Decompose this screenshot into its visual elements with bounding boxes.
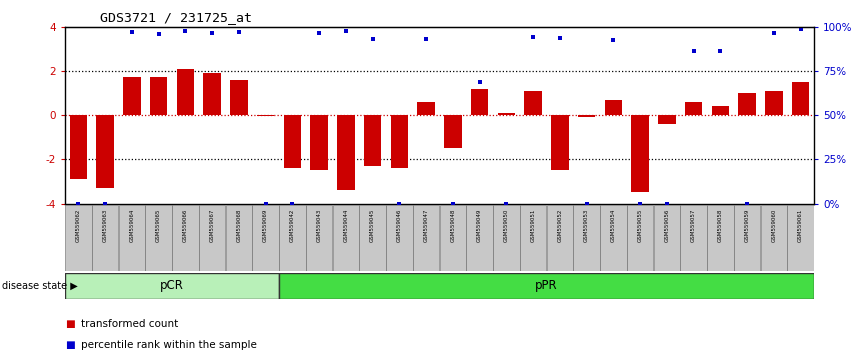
Bar xyxy=(150,78,167,115)
FancyBboxPatch shape xyxy=(654,205,680,271)
Bar xyxy=(766,91,783,115)
Text: GSM559044: GSM559044 xyxy=(343,209,348,242)
FancyBboxPatch shape xyxy=(386,205,412,271)
Bar xyxy=(712,106,729,115)
FancyBboxPatch shape xyxy=(708,205,734,271)
Text: GSM559056: GSM559056 xyxy=(664,209,669,242)
Bar xyxy=(471,88,488,115)
FancyBboxPatch shape xyxy=(787,205,814,271)
FancyBboxPatch shape xyxy=(333,205,359,271)
Text: pCR: pCR xyxy=(160,279,184,292)
Text: GSM559047: GSM559047 xyxy=(423,209,429,242)
Bar xyxy=(444,115,462,148)
FancyBboxPatch shape xyxy=(413,205,439,271)
FancyBboxPatch shape xyxy=(546,205,573,271)
FancyBboxPatch shape xyxy=(279,273,814,299)
Bar xyxy=(739,93,756,115)
Text: GSM559068: GSM559068 xyxy=(236,209,242,242)
FancyBboxPatch shape xyxy=(493,205,520,271)
Bar xyxy=(177,69,194,115)
FancyBboxPatch shape xyxy=(681,205,707,271)
Text: percentile rank within the sample: percentile rank within the sample xyxy=(81,340,256,350)
FancyBboxPatch shape xyxy=(760,205,787,271)
FancyBboxPatch shape xyxy=(65,273,279,299)
Text: ■: ■ xyxy=(65,340,74,350)
Text: GDS3721 / 231725_at: GDS3721 / 231725_at xyxy=(100,11,252,24)
FancyBboxPatch shape xyxy=(573,205,600,271)
FancyBboxPatch shape xyxy=(119,205,145,271)
Bar xyxy=(685,102,702,115)
FancyBboxPatch shape xyxy=(65,205,92,271)
Text: GSM559057: GSM559057 xyxy=(691,209,696,242)
FancyBboxPatch shape xyxy=(359,205,386,271)
Text: GSM559058: GSM559058 xyxy=(718,209,723,242)
Bar xyxy=(337,115,354,190)
FancyBboxPatch shape xyxy=(92,205,119,271)
Bar xyxy=(604,99,622,115)
Bar xyxy=(230,80,248,115)
Text: GSM559054: GSM559054 xyxy=(611,209,616,242)
Bar xyxy=(284,115,301,168)
Bar xyxy=(69,115,87,179)
FancyBboxPatch shape xyxy=(440,205,466,271)
Bar xyxy=(310,115,328,170)
Text: GSM559067: GSM559067 xyxy=(210,209,215,242)
Bar xyxy=(96,115,113,188)
Bar xyxy=(631,115,649,193)
FancyBboxPatch shape xyxy=(306,205,333,271)
Bar xyxy=(792,82,810,115)
Text: GSM559069: GSM559069 xyxy=(263,209,268,242)
Bar xyxy=(551,115,569,170)
Text: GSM559049: GSM559049 xyxy=(477,209,482,242)
FancyBboxPatch shape xyxy=(172,205,198,271)
Text: GSM559064: GSM559064 xyxy=(129,209,134,242)
FancyBboxPatch shape xyxy=(520,205,546,271)
Text: GSM559048: GSM559048 xyxy=(450,209,456,242)
Bar xyxy=(364,115,381,166)
Text: GSM559042: GSM559042 xyxy=(290,209,294,242)
Text: pPR: pPR xyxy=(535,279,558,292)
Text: disease state ▶: disease state ▶ xyxy=(2,281,77,291)
FancyBboxPatch shape xyxy=(145,205,171,271)
Bar xyxy=(417,102,435,115)
Bar xyxy=(204,73,221,115)
FancyBboxPatch shape xyxy=(252,205,279,271)
Text: GSM559061: GSM559061 xyxy=(798,209,803,242)
FancyBboxPatch shape xyxy=(600,205,627,271)
Text: GSM559046: GSM559046 xyxy=(397,209,402,242)
Text: GSM559055: GSM559055 xyxy=(637,209,643,242)
Text: GSM559051: GSM559051 xyxy=(531,209,536,242)
Text: GSM559059: GSM559059 xyxy=(745,209,750,242)
FancyBboxPatch shape xyxy=(734,205,760,271)
Bar xyxy=(391,115,408,168)
FancyBboxPatch shape xyxy=(199,205,225,271)
Bar xyxy=(257,115,275,116)
Text: GSM559052: GSM559052 xyxy=(558,209,562,242)
Text: GSM559053: GSM559053 xyxy=(585,209,589,242)
FancyBboxPatch shape xyxy=(226,205,252,271)
Text: GSM559043: GSM559043 xyxy=(317,209,321,242)
Text: GSM559050: GSM559050 xyxy=(504,209,509,242)
Text: GSM559045: GSM559045 xyxy=(370,209,375,242)
Bar xyxy=(658,115,675,124)
FancyBboxPatch shape xyxy=(279,205,306,271)
FancyBboxPatch shape xyxy=(627,205,653,271)
Text: transformed count: transformed count xyxy=(81,319,178,329)
Bar xyxy=(123,78,140,115)
Text: ■: ■ xyxy=(65,319,74,329)
Text: GSM559065: GSM559065 xyxy=(156,209,161,242)
FancyBboxPatch shape xyxy=(467,205,493,271)
Text: GSM559060: GSM559060 xyxy=(772,209,777,242)
Bar xyxy=(525,91,542,115)
Text: GSM559066: GSM559066 xyxy=(183,209,188,242)
Text: GSM559062: GSM559062 xyxy=(76,209,81,242)
Text: GSM559063: GSM559063 xyxy=(102,209,107,242)
Bar xyxy=(498,113,515,115)
Bar xyxy=(578,115,595,117)
